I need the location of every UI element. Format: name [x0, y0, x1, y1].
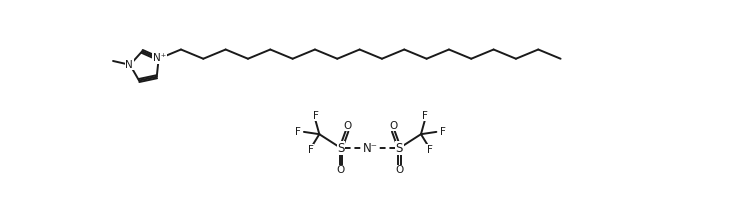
Text: S: S — [396, 141, 403, 155]
Text: F: F — [426, 145, 432, 155]
Text: O: O — [389, 121, 397, 131]
Text: F: F — [313, 111, 319, 121]
Text: N: N — [125, 60, 133, 70]
Text: N⁻: N⁻ — [362, 141, 378, 155]
Text: N⁺: N⁺ — [153, 53, 166, 63]
Text: O: O — [343, 121, 351, 131]
Text: O: O — [337, 165, 345, 175]
Text: F: F — [440, 127, 445, 137]
Text: O: O — [395, 165, 404, 175]
Text: F: F — [308, 145, 313, 155]
Text: S: S — [338, 141, 345, 155]
Text: F: F — [295, 127, 300, 137]
Text: F: F — [422, 111, 428, 121]
